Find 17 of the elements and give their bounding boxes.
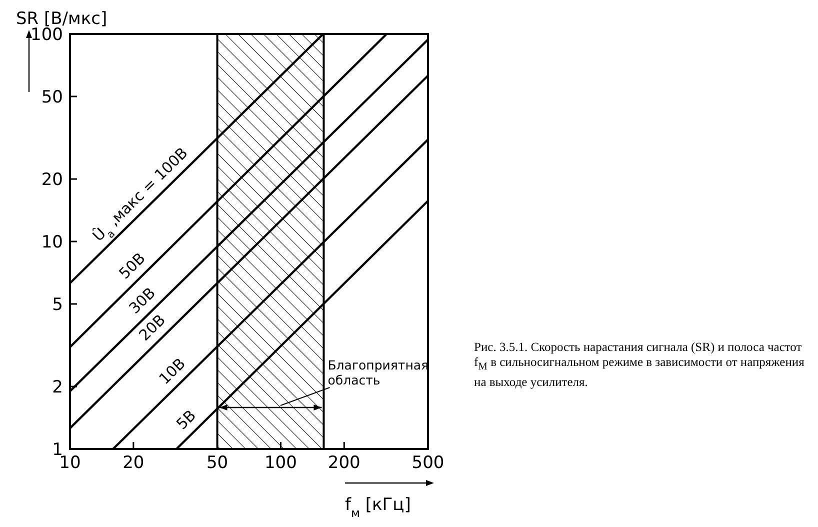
x-tick-label: 200: [328, 453, 360, 474]
text: 50В: [115, 249, 149, 283]
y-tick-label: 2: [52, 378, 63, 398]
y-tick-label: 100: [30, 25, 63, 46]
text: 10В: [155, 354, 189, 388]
band-label: Благоприятная область: [328, 358, 429, 388]
x-axis-title: f$_{м}$ [кГц]: [345, 495, 411, 520]
x-tick-label: 20: [122, 453, 144, 474]
text: Рис. 3.5.1. Скорость нарастания сигнала (SR) и полоса частот f$_{M}$ в сильносигнальном режиме в зависимости от напряжения на выходе усилителя.: [474, 340, 806, 390]
x-tick-label: 500: [412, 453, 444, 474]
y-tick-label: 20: [41, 170, 63, 190]
x-tick-label: 50: [206, 453, 228, 474]
text: 5В: [172, 406, 200, 434]
y-tick-label: 5: [52, 295, 63, 315]
y-tick-label: 10: [41, 232, 63, 253]
x-tick-label: 100: [264, 453, 297, 474]
y-tick-label: 50: [41, 88, 63, 108]
